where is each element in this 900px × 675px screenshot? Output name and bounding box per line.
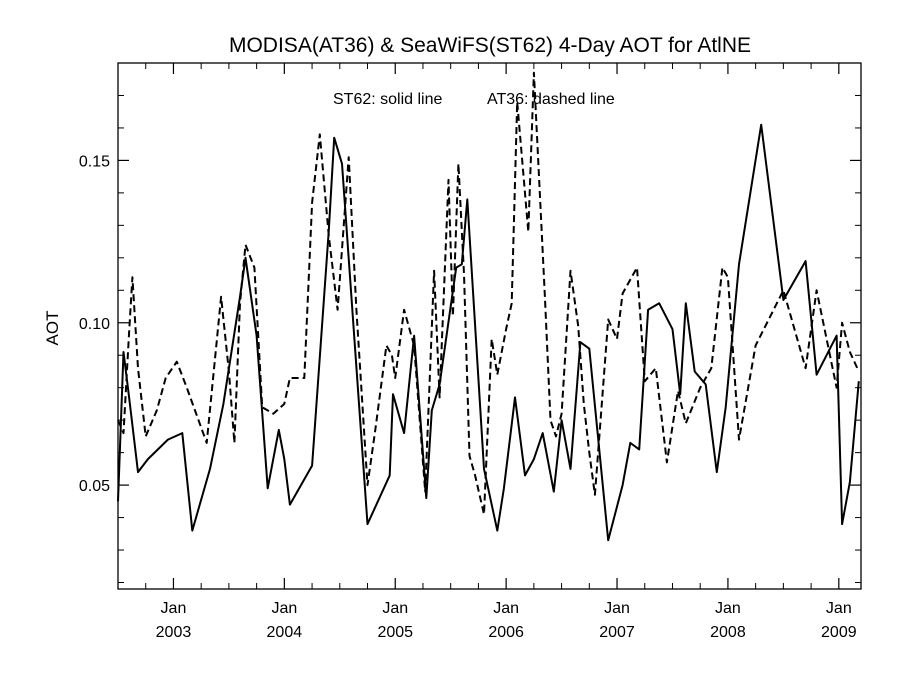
axis-ticks: 0.05 0.10 0.15 Jan 2003 Jan 2004 Jan 2005 Jan 2006… [79,62,861,641]
x-tick-year-label: 2006 [488,624,524,641]
x-tick-month-label: Jan [161,600,187,617]
y-tick-label: 0.10 [79,316,110,333]
series-line-dashed [117,71,860,516]
x-tick-year-label: 2007 [599,624,635,641]
x-tick-year-label: 2003 [156,624,192,641]
chart-title: MODISA(AT36) & SeaWiFS(ST62) 4-Day AOT f… [229,34,751,57]
annotation-solid-line: ST62: solid line [333,91,442,108]
series-line-solid [117,123,860,542]
x-tick-year-label: 2009 [821,624,857,641]
y-axis-label: AOT [43,311,62,346]
x-tick-year-label: 2008 [710,624,746,641]
plot-frame [117,62,862,590]
annotation-dashed-line: AT36: dashed line [487,91,615,108]
y-tick-label: 0.05 [79,478,110,495]
series-lines [117,71,860,542]
x-tick-month-label: Jan [493,600,519,617]
y-tick-label: 0.15 [79,153,110,170]
x-tick-month-label: Jan [382,600,408,617]
x-tick-month-label: Jan [271,600,297,617]
x-tick-month-label: Jan [604,600,630,617]
x-tick-year-label: 2005 [377,624,413,641]
x-tick-year-label: 2004 [267,624,303,641]
x-tick-month-label: Jan [826,600,852,617]
x-tick-month-label: Jan [715,600,741,617]
